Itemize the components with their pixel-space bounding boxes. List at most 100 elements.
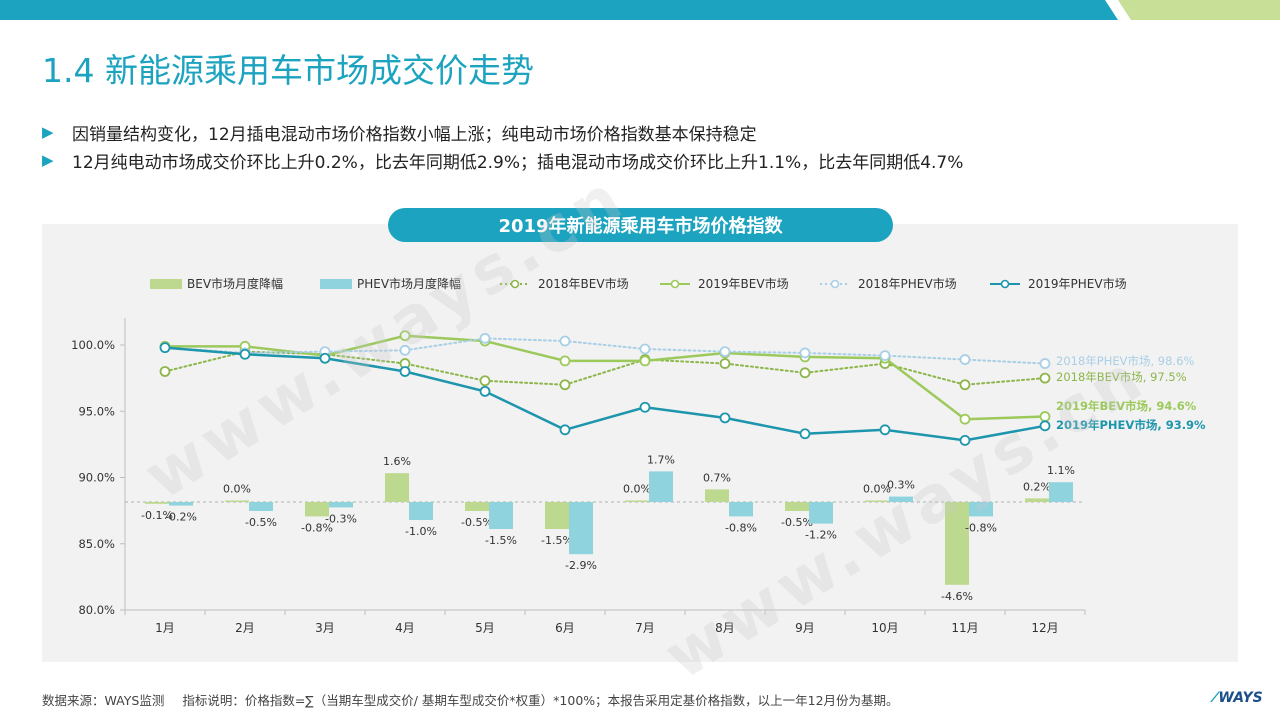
bev-2019-point <box>639 355 651 367</box>
y-tick-label: 90.0% <box>78 471 115 485</box>
phev-change-bar <box>649 471 673 502</box>
phev-2019-end-label: 2019年PHEV市场, 93.9% <box>1056 418 1206 432</box>
phev-2019-point <box>319 352 331 364</box>
top-bar-green <box>1118 0 1280 20</box>
phev-2018-legend-label: 2018年PHEV市场 <box>858 276 957 291</box>
phev-2018-point <box>479 332 491 344</box>
bev-change-bar <box>945 502 969 585</box>
phev-2019-legend-label: 2019年PHEV市场 <box>1028 276 1127 291</box>
phev-change-label: 1.7% <box>647 453 675 466</box>
bev-change-label: -1.5% <box>541 534 573 547</box>
bev-change-label: -0.8% <box>301 521 333 534</box>
phev-2018-point <box>719 346 731 358</box>
bev-2019-point <box>1039 411 1051 422</box>
y-tick-label: 95.0% <box>78 404 115 418</box>
bev-change-bar <box>625 500 649 502</box>
phev-change-label: -2.9% <box>565 559 597 572</box>
phev-change-bar <box>889 496 913 502</box>
phev-2018-point <box>399 344 411 356</box>
chart-panel <box>42 224 1238 662</box>
phev-change-label: -0.8% <box>725 521 757 534</box>
phev-change-label: -0.8% <box>965 521 997 534</box>
legend-phev-bar-swatch <box>320 279 352 289</box>
phev-2019-point <box>239 348 251 360</box>
bev-2019-point <box>559 355 571 367</box>
bev-2018-point <box>479 375 491 387</box>
bev-2018-point <box>559 379 571 391</box>
triangle-bullet-icon: ▶ <box>42 151 54 169</box>
y-tick-label: 80.0% <box>78 603 115 617</box>
bev-2018-point <box>1039 372 1051 384</box>
bullet-text: 因销量结构变化，12月插电混动市场价格指数小幅上涨；纯电动市场价格指数基本保持稳… <box>72 124 757 145</box>
bev-2018-point <box>159 366 171 377</box>
ways-logo: ⁄ WAYS <box>1214 690 1263 706</box>
bev-change-bar <box>145 502 169 504</box>
x-tick-label: 3月 <box>315 621 335 635</box>
bev-2018-legend-marker <box>510 279 520 289</box>
phev-change-label: 0.3% <box>887 479 915 492</box>
bev-2018-end-label: 2018年BEV市场, 97.5% <box>1056 370 1187 384</box>
phev-2019-point <box>799 428 811 440</box>
bev-change-label: 0.2% <box>1023 480 1051 493</box>
phev-change-label: -0.3% <box>325 512 357 525</box>
phev-2019-line <box>164 346 1046 442</box>
footer-source: 数据来源：WAYS监测 <box>42 693 165 708</box>
phev-change-bar <box>1049 482 1073 502</box>
bev-change-bar <box>785 502 809 511</box>
y-tick-label: 85.0% <box>78 537 115 551</box>
bev-2019-point <box>959 413 971 425</box>
phev-2019-point <box>399 366 411 377</box>
logo-text: WAYS <box>1218 690 1263 706</box>
phev-2018-point <box>1039 358 1051 369</box>
x-tick-label: 9月 <box>795 621 815 635</box>
phev-change-label: 1.1% <box>1047 464 1075 477</box>
logo-mark-icon: ⁄ <box>1214 690 1217 706</box>
phev-2019-point <box>719 412 731 424</box>
bullet-text: 12月纯电动市场成交价环比上升0.2%，比去年同期低2.9%；插电混动市场成交价… <box>72 152 964 173</box>
phev-change-bar <box>729 502 753 517</box>
phev-change-label: -1.5% <box>485 534 517 547</box>
bev-2019-point <box>399 330 411 342</box>
bullet-item: ▶ 因销量结构变化，12月插电混动市场价格指数小幅上涨；纯电动市场价格指数基本保… <box>42 118 1242 146</box>
phev-2018-point <box>639 343 651 355</box>
x-tick-label: 2月 <box>235 621 255 635</box>
x-tick-label: 1月 <box>155 621 175 635</box>
bev-change-label: 0.0% <box>223 483 251 496</box>
bev-change-label: 0.0% <box>863 483 891 496</box>
top-accent-bar <box>0 0 1280 20</box>
bev-change-bar <box>1025 498 1049 502</box>
phev-change-bar <box>969 502 993 517</box>
phev-2019-point <box>959 434 971 446</box>
phev-change-label: -0.2% <box>165 511 197 524</box>
legend-bev-bar-swatch <box>150 279 182 289</box>
top-bar-teal <box>0 0 1118 20</box>
phev-2019-point <box>479 385 491 397</box>
bev-change-bar <box>305 502 329 517</box>
bev-change-label: -4.6% <box>941 590 973 603</box>
phev-2019-legend-marker <box>1000 279 1010 289</box>
page-title: 1.4 新能源乘用车市场成交价走势 <box>42 51 534 90</box>
bev-change-label: 0.7% <box>703 471 731 484</box>
bev-change-label: -0.1% <box>141 509 173 522</box>
phev-2018-point <box>559 335 571 347</box>
bev-change-bar <box>225 500 249 502</box>
phev-2018-end-label: 2018年PHEV市场, 98.6% <box>1056 354 1194 368</box>
phev-change-bar <box>409 502 433 520</box>
phev-change-label: -1.0% <box>405 525 437 538</box>
phev-2019-point <box>159 342 171 354</box>
bev-change-bar <box>545 502 569 529</box>
bev-change-label: -0.5% <box>461 516 493 529</box>
phev-change-bar <box>329 502 353 508</box>
phev-2019-point <box>639 401 651 413</box>
bev-change-bar <box>865 500 889 502</box>
bev-change-bar <box>705 489 729 502</box>
bev-change-bar <box>385 473 409 502</box>
bev-2018-point <box>799 367 811 379</box>
legend-bev-bar-label: BEV市场月度降幅 <box>187 276 283 291</box>
phev-2019-point <box>559 424 571 436</box>
x-tick-label: 10月 <box>871 621 898 635</box>
phev-2019-point <box>879 424 891 436</box>
x-tick-label: 7月 <box>635 621 655 635</box>
phev-change-bar <box>169 502 193 506</box>
